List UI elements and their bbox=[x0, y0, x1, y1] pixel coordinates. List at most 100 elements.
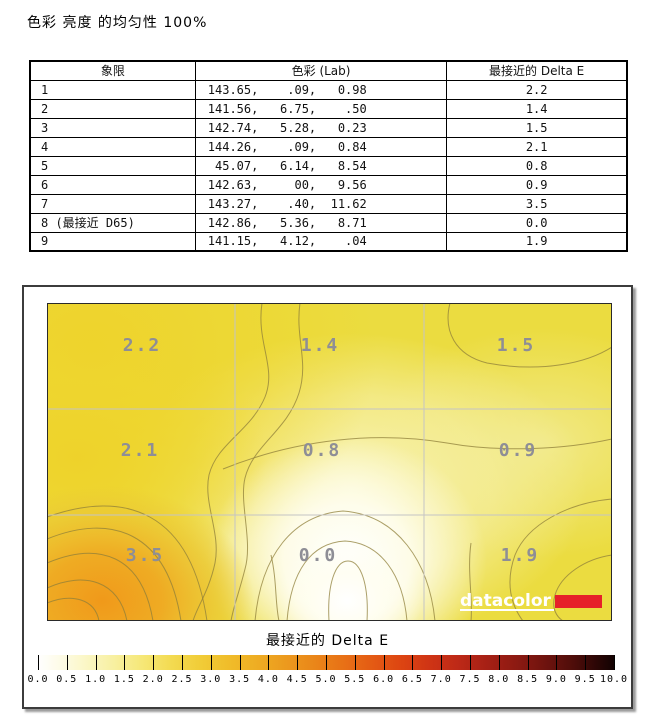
colorbar-tick bbox=[354, 655, 356, 670]
datacolor-logo-underline bbox=[460, 609, 554, 611]
delta-e-cell: 2.2 bbox=[446, 79, 628, 100]
colorbar-tick-label: 1.0 bbox=[85, 674, 107, 685]
uniformity-chart-panel: 2.2 1.4 1.5 2.1 0.8 0.9 3.5 0.0 1.9 data… bbox=[22, 285, 633, 709]
colorbar-tick-label: 5.5 bbox=[344, 674, 366, 685]
colorbar-tick bbox=[326, 655, 327, 670]
table-row: 2 141.56, 6.75, .50 1.4 bbox=[29, 98, 628, 119]
contour-heatmap: 2.2 1.4 1.5 2.1 0.8 0.9 3.5 0.0 1.9 data… bbox=[47, 303, 612, 621]
colorbar-tick bbox=[124, 655, 126, 670]
colorbar-tick-label: 3.5 bbox=[229, 674, 251, 685]
colorbar-tick bbox=[297, 655, 299, 670]
quadrant-cell: 6 bbox=[29, 174, 196, 195]
colorbar-tick-label: 6.0 bbox=[373, 674, 395, 685]
table-row: 6 142.63, 00, 9.56 0.9 bbox=[29, 174, 628, 195]
page-title: 色彩 亮度 的均匀性 100% bbox=[27, 15, 208, 31]
cell-value-label: 1.9 bbox=[501, 545, 540, 566]
header-delta-e: 最接近的 Delta E bbox=[446, 60, 628, 81]
colorbar-tick bbox=[556, 655, 558, 670]
colorbar-tick bbox=[470, 655, 471, 670]
table-row: 7 143.27, .40, 11.62 3.5 bbox=[29, 193, 628, 214]
colorbar-tick-label: 9.0 bbox=[545, 674, 567, 685]
delta-e-cell: 1.9 bbox=[446, 231, 628, 252]
lab-cell: 45.07, 6.14, 8.54 bbox=[194, 155, 448, 176]
orange-high-delta-region bbox=[47, 485, 254, 621]
colorbar-title: 最接近的 Delta E bbox=[265, 633, 390, 649]
quadrant-cell: 2 bbox=[29, 98, 196, 119]
colorbar-tick bbox=[95, 655, 97, 670]
colorbar-tick bbox=[239, 655, 241, 670]
delta-e-cell: 2.1 bbox=[446, 136, 628, 157]
datacolor-logo-text: datacolor bbox=[460, 591, 552, 611]
colorbar-tick bbox=[268, 655, 270, 670]
colorbar-tick-label: 1.5 bbox=[113, 674, 135, 685]
colorbar-tick-label: 10.0 bbox=[599, 674, 629, 685]
delta-e-cell: 1.5 bbox=[446, 117, 628, 138]
colorbar-tick-label: 6.5 bbox=[401, 674, 423, 685]
delta-e-cell: 1.4 bbox=[446, 98, 628, 119]
delta-e-cell: 0.8 bbox=[446, 155, 628, 176]
lab-cell: 141.15, 4.12, .04 bbox=[194, 231, 448, 252]
quadrant-cell: 1 bbox=[29, 79, 196, 100]
colorbar-tick-label: 2.5 bbox=[171, 674, 193, 685]
cell-value-label: 3.5 bbox=[126, 545, 165, 566]
table-row: 1 143.65, .09, 0.98 2.2 bbox=[29, 79, 628, 100]
table-row: 9 141.15, 4.12, .04 1.9 bbox=[29, 231, 628, 252]
colorbar-tick bbox=[412, 655, 414, 670]
colorbar-tick-label: 7.5 bbox=[459, 674, 481, 685]
colorbar-tick-label: 8.5 bbox=[517, 674, 539, 685]
quadrant-grid-lines bbox=[47, 303, 612, 621]
table-row: 3 142.74, 5.28, 0.23 1.5 bbox=[29, 117, 628, 138]
quadrant-cell: 5 bbox=[29, 155, 196, 176]
cell-value-label: 0.8 bbox=[303, 440, 342, 461]
cell-value-label: 0.9 bbox=[499, 440, 538, 461]
table-row: 4 144.26, .09, 0.84 2.1 bbox=[29, 136, 628, 157]
contour-lines bbox=[47, 303, 612, 621]
white-low-delta-region bbox=[207, 436, 487, 621]
colorbar-tick-label: 3.0 bbox=[200, 674, 222, 685]
colorbar-tick bbox=[441, 655, 443, 670]
cell-value-label: 2.1 bbox=[121, 440, 160, 461]
lab-cell: 143.27, .40, 11.62 bbox=[194, 193, 448, 214]
cell-value-label: 0.0 bbox=[299, 545, 338, 566]
lab-cell: 144.26, .09, 0.84 bbox=[194, 136, 448, 157]
delta-e-cell: 0.9 bbox=[446, 174, 628, 195]
colorbar-tick-label: 4.5 bbox=[286, 674, 308, 685]
colorbar-tick bbox=[153, 655, 155, 670]
table-row: 8 (最接近 D65) 142.86, 5.36, 8.71 0.0 bbox=[29, 212, 628, 233]
table-header-row: 象限 色彩 (Lab) 最接近的 Delta E bbox=[29, 60, 628, 81]
cell-value-label: 1.5 bbox=[497, 335, 536, 356]
colorbar-tick-label: 0.5 bbox=[56, 674, 78, 685]
colorbar-tick bbox=[527, 655, 529, 670]
header-quadrant: 象限 bbox=[29, 60, 196, 81]
colorbar-tick-label: 2.0 bbox=[142, 674, 164, 685]
colorbar-tick-label: 4.0 bbox=[257, 674, 279, 685]
delta-e-cell: 3.5 bbox=[446, 193, 628, 214]
colorbar-tick bbox=[66, 655, 68, 670]
lab-cell: 141.56, 6.75, .50 bbox=[194, 98, 448, 119]
colorbar-tick bbox=[182, 655, 183, 670]
colorbar-gradient bbox=[38, 655, 615, 670]
lab-cell: 142.86, 5.36, 8.71 bbox=[194, 212, 448, 233]
colorbar-tick-label: 8.0 bbox=[488, 674, 510, 685]
header-lab: 色彩 (Lab) bbox=[194, 60, 448, 81]
quadrant-cell: 7 bbox=[29, 193, 196, 214]
cell-value-label: 2.2 bbox=[123, 335, 162, 356]
quadrant-cell: 3 bbox=[29, 117, 196, 138]
colorbar-tick-label: 7.0 bbox=[430, 674, 452, 685]
lab-cell: 142.63, 00, 9.56 bbox=[194, 174, 448, 195]
colorbar-tick-label: 0.0 bbox=[27, 674, 49, 685]
lab-cell: 143.65, .09, 0.98 bbox=[194, 79, 448, 100]
quadrant-cell: 9 bbox=[29, 231, 196, 252]
cell-value-label: 1.4 bbox=[301, 335, 340, 356]
colorbar-tick bbox=[38, 655, 39, 670]
lab-cell: 142.74, 5.28, 0.23 bbox=[194, 117, 448, 138]
datacolor-logo-red-bar bbox=[555, 595, 602, 608]
colorbar-tick bbox=[210, 655, 212, 670]
colorbar-tick-labels: 0.0 0.5 1.0 1.5 2.0 2.5 3.0 3.5 4.0 4.5 … bbox=[27, 674, 627, 686]
datacolor-logo: datacolor bbox=[460, 591, 602, 611]
colorbar-tick bbox=[498, 655, 500, 670]
colorbar-tick-label: 5.0 bbox=[315, 674, 337, 685]
colorbar-tick-label: 9.5 bbox=[574, 674, 596, 685]
colorbar-tick bbox=[614, 655, 615, 670]
